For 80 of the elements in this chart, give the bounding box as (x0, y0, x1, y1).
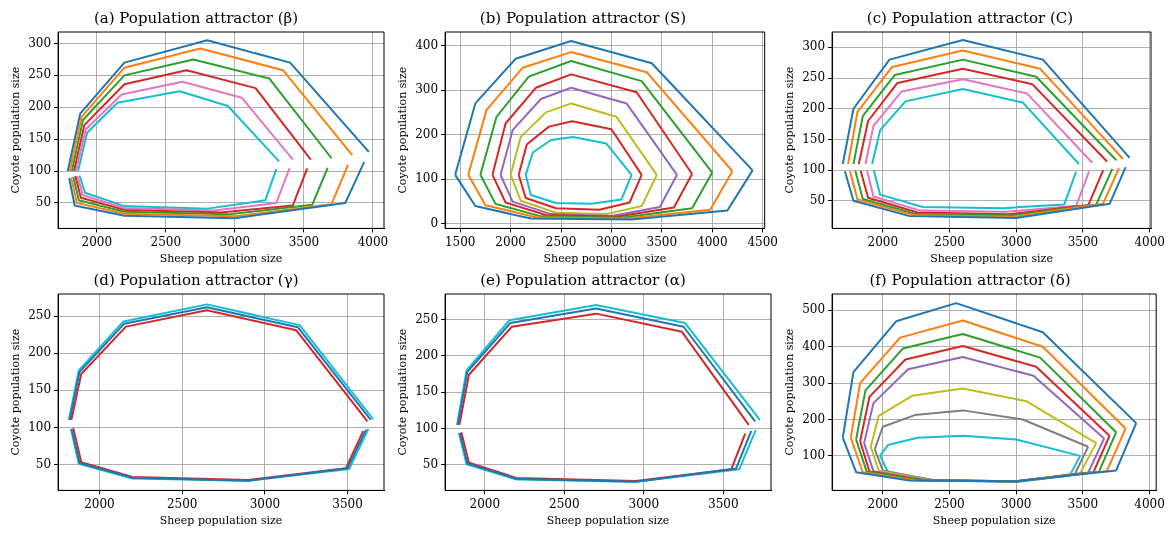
x-tick-label: 4000 (1134, 234, 1165, 249)
x-tick-label: 3500 (288, 234, 320, 249)
x-tick-label: 3000 (628, 496, 660, 511)
y-tick-label: 100 (415, 420, 439, 435)
y-tick-label: 100 (802, 447, 826, 462)
y-tick-label: 200 (415, 347, 439, 362)
y-tick-label: 250 (28, 308, 52, 323)
x-tick-label: 2500 (549, 496, 580, 511)
y-axis-title: Coyote population size (9, 328, 23, 456)
x-axis-title: Sheep population size (159, 252, 283, 266)
x-tick-label: 2000 (867, 496, 899, 511)
y-tick-label: 300 (802, 39, 826, 54)
y-tick-label: 500 (802, 302, 826, 317)
y-tick-label: 100 (28, 419, 52, 434)
y-tick-label: 150 (28, 131, 52, 146)
y-tick-label: 50 (422, 457, 439, 472)
y-tick-label: 400 (415, 37, 439, 52)
y-tick-label: 300 (28, 35, 52, 50)
y-tick-label: 400 (802, 338, 826, 353)
x-tick-label: 3000 (1000, 234, 1032, 249)
x-tick-label: 2000 (867, 234, 899, 249)
y-tick-label: 150 (28, 382, 52, 397)
y-axis-title: Coyote population size (396, 66, 410, 194)
y-tick-label: 200 (802, 411, 826, 426)
x-axis-title: Sheep population size (159, 514, 283, 528)
y-tick-label: 250 (802, 70, 826, 85)
x-tick-label: 2500 (934, 234, 965, 249)
chart-title: (c) Population attractor (C) (866, 8, 1074, 27)
x-axis-title: Sheep population size (546, 514, 670, 528)
y-tick-label: 150 (802, 131, 826, 146)
x-tick-label: 3000 (249, 496, 281, 511)
x-tick-label: 4500 (747, 234, 778, 249)
y-tick-label: 100 (802, 162, 826, 177)
y-tick-label: 200 (28, 99, 52, 114)
x-tick-label: 4000 (357, 234, 389, 249)
y-tick-label: 300 (415, 82, 439, 97)
y-tick-label: 0 (430, 216, 439, 231)
x-tick-label: 2000 (81, 234, 113, 249)
x-tick-label: 2000 (495, 234, 526, 249)
x-tick-label: 4000 (696, 234, 728, 249)
x-tick-label: 3000 (596, 234, 627, 249)
x-axis-title: Sheep population size (543, 252, 667, 266)
x-tick-label: 2500 (545, 234, 577, 249)
x-tick-label: 2500 (934, 496, 965, 511)
chart-title: (b) Population attractor (S) (479, 8, 687, 27)
y-axis-title: Coyote population size (783, 328, 797, 456)
chart-title: (f) Population attractor (δ) (869, 270, 1071, 289)
x-tick-label: 4000 (1134, 496, 1165, 511)
y-tick-label: 50 (809, 192, 826, 207)
chart-title: (e) Population attractor (α) (480, 270, 686, 289)
x-tick-label: 2500 (166, 496, 198, 511)
y-tick-label: 100 (28, 163, 52, 178)
y-tick-label: 50 (35, 195, 52, 210)
y-tick-label: 200 (28, 345, 52, 360)
y-tick-label: 100 (415, 171, 439, 186)
x-tick-label: 3500 (1067, 234, 1099, 249)
x-tick-label: 2000 (84, 496, 115, 511)
y-tick-label: 250 (28, 67, 52, 82)
x-tick-label: 3500 (332, 496, 363, 511)
y-tick-label: 150 (415, 384, 439, 399)
x-axis-title: Sheep population size (932, 514, 1056, 528)
x-tick-label: 3000 (219, 234, 251, 249)
y-tick-label: 200 (415, 126, 439, 141)
x-tick-label: 2500 (150, 234, 182, 249)
y-axis-title: Coyote population size (783, 66, 797, 194)
x-tick-label: 3500 (646, 234, 678, 249)
x-tick-label: 1500 (444, 234, 476, 249)
chart-title: (a) Population attractor (β) (93, 8, 299, 27)
y-axis-title: Coyote population size (9, 66, 23, 194)
x-axis-title: Sheep population size (930, 252, 1053, 266)
x-tick-label: 3500 (708, 496, 739, 511)
y-tick-label: 50 (35, 456, 52, 471)
y-tick-label: 250 (415, 311, 439, 326)
y-tick-label: 200 (802, 100, 826, 115)
x-tick-label: 3500 (1067, 496, 1099, 511)
y-axis-title: Coyote population size (396, 328, 410, 456)
chart-title: (d) Population attractor (γ) (93, 270, 299, 289)
x-tick-label: 2000 (469, 496, 501, 511)
x-tick-label: 3000 (1000, 496, 1032, 511)
y-tick-label: 300 (802, 375, 826, 390)
